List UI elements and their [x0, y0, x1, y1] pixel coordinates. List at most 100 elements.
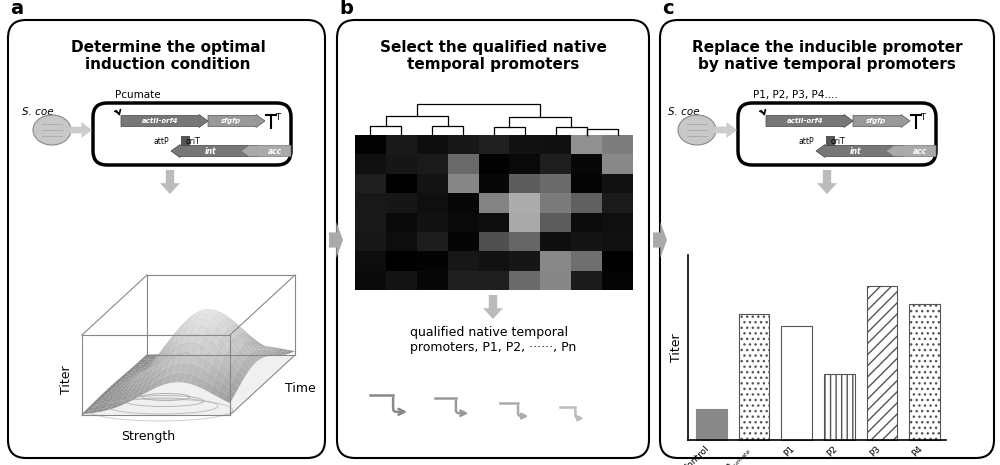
Polygon shape [194, 319, 204, 326]
Polygon shape [178, 352, 187, 354]
Polygon shape [164, 338, 174, 352]
Polygon shape [199, 368, 209, 381]
Polygon shape [134, 374, 144, 385]
Polygon shape [190, 339, 199, 346]
FancyArrow shape [766, 114, 853, 127]
Polygon shape [117, 387, 127, 394]
Polygon shape [229, 336, 239, 339]
Polygon shape [161, 345, 171, 359]
Polygon shape [159, 359, 169, 363]
Polygon shape [211, 334, 221, 348]
Bar [417, 174, 448, 193]
Polygon shape [174, 339, 184, 347]
Polygon shape [172, 363, 182, 373]
Polygon shape [817, 170, 837, 194]
Polygon shape [191, 326, 201, 334]
Polygon shape [232, 376, 242, 387]
Polygon shape [118, 390, 127, 398]
Bar [479, 174, 509, 193]
FancyArrow shape [208, 114, 265, 127]
Bar [355, 193, 386, 213]
Text: Pcumate: Pcumate [115, 90, 161, 100]
Polygon shape [177, 341, 187, 348]
Bar [696, 408, 727, 440]
Polygon shape [139, 366, 149, 375]
Polygon shape [329, 222, 343, 258]
Polygon shape [168, 339, 178, 353]
Polygon shape [147, 364, 157, 369]
Polygon shape [219, 313, 229, 319]
Bar [355, 232, 386, 251]
Polygon shape [653, 222, 667, 258]
Polygon shape [157, 359, 167, 364]
Polygon shape [238, 365, 248, 377]
Polygon shape [112, 399, 122, 406]
Polygon shape [225, 349, 234, 363]
Polygon shape [208, 342, 218, 356]
Polygon shape [132, 365, 142, 367]
Polygon shape [176, 372, 186, 382]
Polygon shape [121, 377, 131, 381]
Polygon shape [264, 346, 274, 352]
Polygon shape [279, 352, 289, 354]
Polygon shape [126, 378, 136, 385]
Polygon shape [107, 394, 117, 399]
Polygon shape [97, 395, 106, 399]
Polygon shape [144, 362, 154, 374]
Polygon shape [215, 348, 225, 362]
Polygon shape [148, 357, 158, 359]
Text: c: c [662, 0, 674, 18]
Bar [417, 154, 448, 174]
Polygon shape [155, 354, 165, 362]
Polygon shape [198, 348, 208, 351]
Polygon shape [188, 334, 198, 343]
Polygon shape [148, 367, 158, 380]
Polygon shape [228, 318, 238, 325]
Text: Titer: Titer [670, 333, 682, 362]
Polygon shape [230, 339, 240, 352]
Polygon shape [92, 406, 101, 411]
Polygon shape [251, 337, 261, 345]
Polygon shape [210, 328, 220, 335]
Bar [355, 213, 386, 232]
Polygon shape [222, 376, 232, 388]
Polygon shape [201, 316, 211, 323]
Polygon shape [214, 328, 224, 341]
Polygon shape [181, 334, 191, 345]
Polygon shape [225, 344, 234, 345]
Polygon shape [151, 359, 161, 366]
Polygon shape [106, 390, 116, 395]
Polygon shape [198, 345, 208, 359]
Polygon shape [209, 309, 218, 312]
Polygon shape [168, 339, 178, 347]
Polygon shape [276, 349, 285, 352]
Polygon shape [271, 351, 280, 355]
Polygon shape [218, 345, 228, 346]
Polygon shape [182, 322, 191, 331]
Polygon shape [228, 343, 237, 357]
Polygon shape [196, 344, 205, 348]
Polygon shape [177, 321, 186, 332]
Polygon shape [103, 389, 112, 394]
Polygon shape [253, 339, 263, 345]
Polygon shape [161, 355, 171, 359]
Polygon shape [255, 344, 265, 346]
Text: a: a [10, 0, 23, 18]
Bar [417, 251, 448, 271]
Polygon shape [236, 325, 245, 334]
Polygon shape [129, 367, 139, 370]
Bar [571, 251, 602, 271]
Polygon shape [171, 339, 181, 346]
Polygon shape [187, 337, 197, 344]
Text: int: int [850, 146, 862, 155]
Polygon shape [122, 390, 131, 399]
Polygon shape [257, 341, 267, 347]
Polygon shape [235, 370, 245, 382]
Bar [479, 193, 509, 213]
Polygon shape [250, 337, 260, 343]
Polygon shape [229, 341, 238, 344]
Text: P4: P4 [911, 444, 925, 458]
Polygon shape [158, 353, 168, 367]
Polygon shape [263, 345, 273, 349]
Polygon shape [233, 336, 243, 348]
